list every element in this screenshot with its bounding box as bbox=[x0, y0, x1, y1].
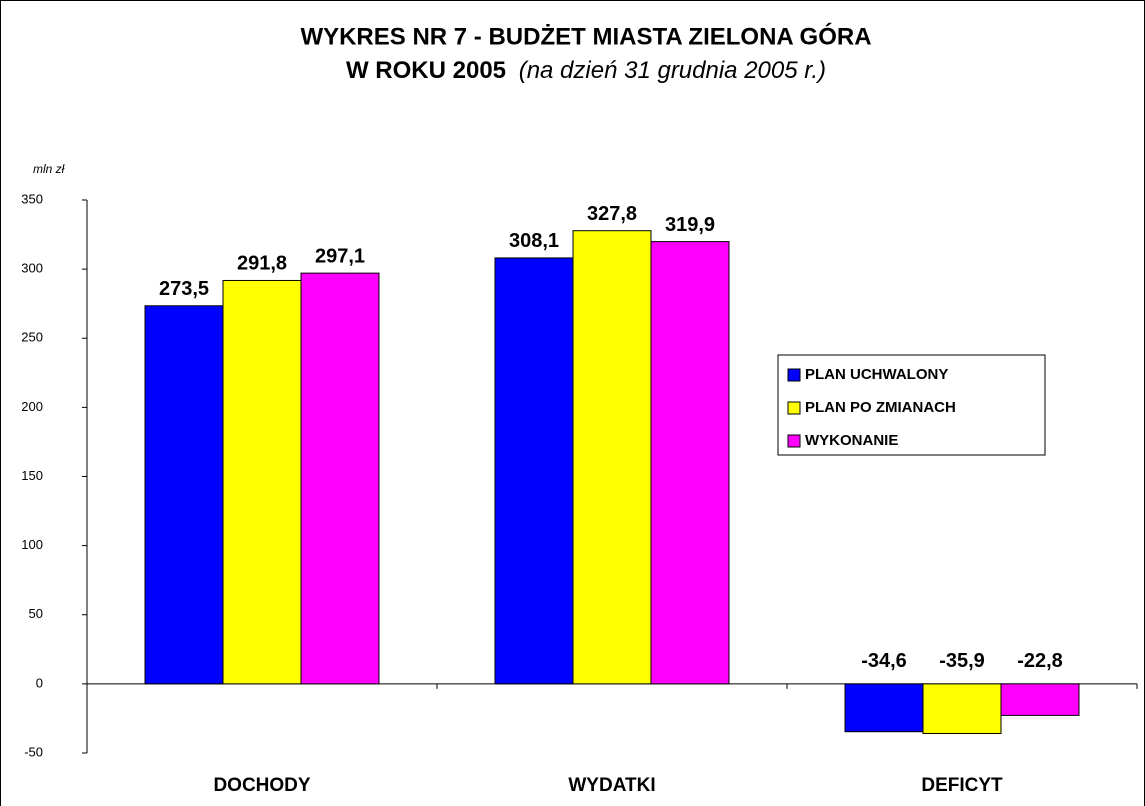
legend-swatch bbox=[787, 401, 801, 415]
bar bbox=[144, 305, 224, 685]
y-tick-label: 250 bbox=[21, 330, 43, 345]
legend-swatch bbox=[787, 434, 801, 448]
chart-title: W ROKU 2005 (na dzień 31 grudnia 2005 r.… bbox=[346, 57, 826, 84]
chart-title: WYKRES NR 7 - BUDŻET MIASTA ZIELONA GÓRA bbox=[300, 22, 871, 50]
y-tick-label: 350 bbox=[21, 191, 43, 206]
y-tick-label: 300 bbox=[21, 261, 43, 276]
bar bbox=[222, 279, 302, 685]
value-label: 291,8 bbox=[237, 253, 287, 275]
bar bbox=[844, 683, 924, 733]
legend-swatch bbox=[787, 368, 801, 382]
y-tick-label: -50 bbox=[24, 744, 43, 759]
value-label: 327,8 bbox=[587, 203, 637, 225]
y-tick-label: 200 bbox=[21, 399, 43, 414]
value-label: -22,8 bbox=[1017, 650, 1063, 672]
bar bbox=[650, 241, 730, 685]
y-tick-label: 100 bbox=[21, 537, 43, 552]
bar bbox=[922, 683, 1002, 735]
value-label: -35,9 bbox=[939, 650, 985, 672]
bar bbox=[494, 257, 574, 685]
value-label: 308,1 bbox=[509, 230, 559, 252]
value-label: 297,1 bbox=[315, 245, 365, 267]
bar bbox=[300, 272, 380, 685]
legend-label: PLAN UCHWALONY bbox=[805, 366, 948, 383]
x-tick-label: DOCHODY bbox=[213, 775, 310, 796]
value-label: -34,6 bbox=[861, 650, 907, 672]
chart-title-line: W ROKU 2005 bbox=[346, 57, 506, 84]
value-label: 319,9 bbox=[665, 214, 715, 236]
legend-box bbox=[777, 354, 1046, 456]
legend-label: PLAN PO ZMIANACH bbox=[805, 399, 956, 416]
y-tick-label: 150 bbox=[21, 468, 43, 483]
x-tick-label: WYDATKI bbox=[568, 775, 655, 796]
y-axis-label: mln zł bbox=[33, 162, 65, 176]
bar bbox=[572, 230, 652, 685]
bar bbox=[1000, 683, 1080, 716]
legend-label: WYKONANIE bbox=[805, 432, 898, 449]
y-tick-label: 0 bbox=[36, 675, 43, 690]
chart-subtitle: (na dzień 31 grudnia 2005 r.) bbox=[519, 57, 826, 84]
x-tick-label: DEFICYT bbox=[921, 775, 1003, 796]
value-label: 273,5 bbox=[159, 278, 209, 300]
y-tick-label: 50 bbox=[29, 606, 43, 621]
